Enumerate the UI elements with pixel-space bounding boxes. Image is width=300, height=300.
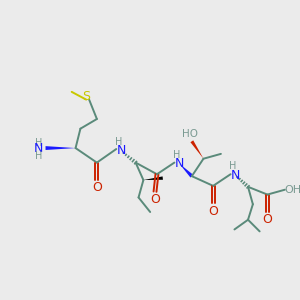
Text: N: N [231, 169, 240, 182]
Polygon shape [143, 176, 163, 180]
Polygon shape [190, 140, 203, 159]
Polygon shape [46, 146, 76, 150]
Text: HO: HO [182, 128, 198, 139]
Text: H: H [229, 161, 236, 172]
Text: S: S [82, 90, 90, 103]
Text: O: O [262, 213, 272, 226]
Text: OH: OH [284, 185, 300, 195]
Text: N: N [34, 142, 44, 154]
Text: H: H [35, 151, 42, 161]
Text: N: N [175, 157, 184, 170]
Text: H: H [172, 150, 180, 160]
Text: O: O [208, 205, 218, 218]
Polygon shape [179, 164, 193, 178]
Text: H: H [115, 137, 122, 147]
Text: O: O [92, 181, 102, 194]
Text: H: H [35, 138, 42, 148]
Text: O: O [150, 193, 160, 206]
Text: N: N [116, 145, 126, 158]
